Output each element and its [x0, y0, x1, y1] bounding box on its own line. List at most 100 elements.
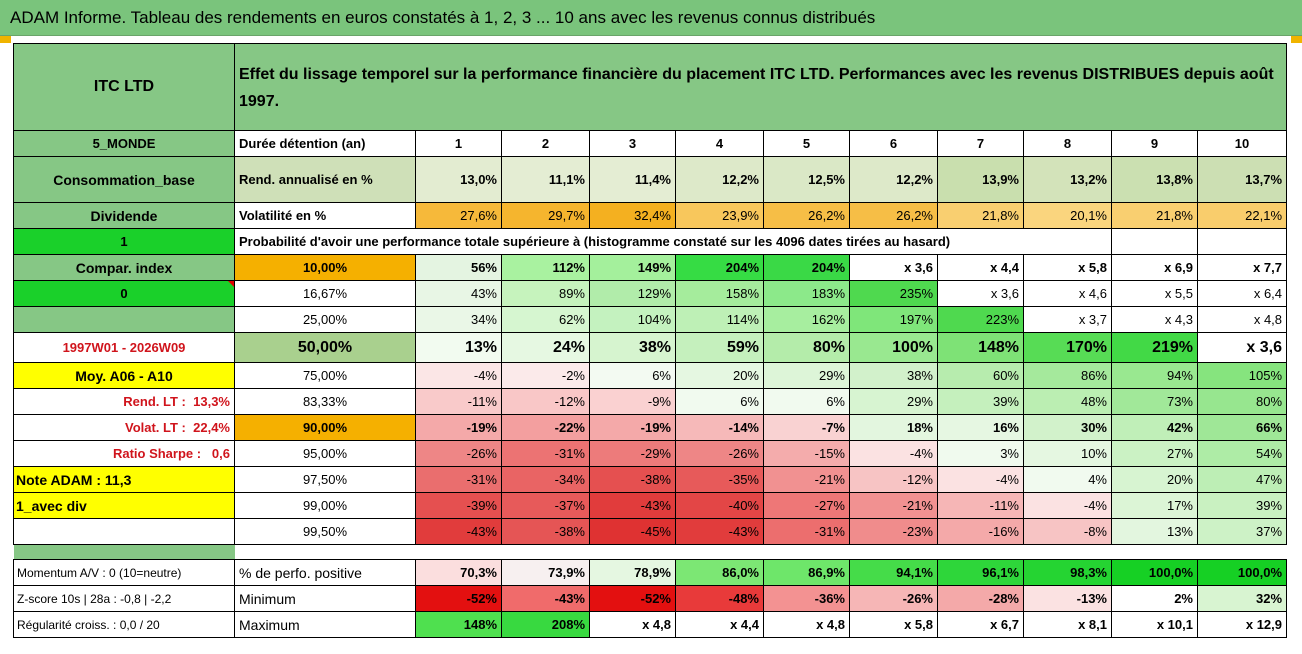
note-adam: Note ADAM : 11,3: [13, 466, 235, 493]
rend-cell: 12,2%: [675, 156, 764, 203]
rend-cell: 13,7%: [1196, 156, 1288, 203]
quantile-row: 0 16,67% 43% 89% 129% 158% 183% 235% x 3,6 x 4,6 x…: [13, 280, 1288, 307]
quantile-label: 99,50%: [234, 518, 416, 545]
quantile-value-cell: -22%: [501, 414, 590, 441]
rend-cell: 12,5%: [763, 156, 850, 203]
stat-value-cell: 100,0%: [1111, 559, 1198, 586]
quantile-value-cell: 29%: [763, 362, 850, 389]
quantile-value-cell: x 3,6: [937, 280, 1024, 307]
quantile-value-cell: -31%: [763, 518, 850, 545]
stat-row: Momentum A/V : 0 (10=neutre)% de perfo. …: [13, 559, 1288, 586]
stat-value-cell: 86,9%: [763, 559, 850, 586]
quantile-value-cell: -26%: [675, 440, 764, 467]
quantile-value-cell: x 5,8: [1023, 254, 1112, 281]
quantile-value-cell: x 3,6: [1196, 332, 1288, 363]
quantile-value-cell: -43%: [415, 518, 502, 545]
quantile-value-cell: -35%: [675, 466, 764, 493]
quantile-value-cell: -7%: [763, 414, 850, 441]
quantile-value-cell: 129%: [589, 280, 676, 307]
quantile-value-cell: 20%: [1111, 466, 1198, 493]
performance-table: ITC LTD Effet du lissage temporel sur la…: [13, 43, 1288, 638]
corner-marker-left: [0, 36, 11, 43]
quantile-value-cell: -45%: [589, 518, 676, 545]
quantile-value-cell: 105%: [1196, 362, 1288, 389]
quantile-value-cell: -38%: [501, 518, 590, 545]
stat-value-cell: 86,0%: [675, 559, 764, 586]
quantile-row: Note ADAM : 11,3 97,50% -31% -34% -38% -35% -2…: [13, 466, 1288, 493]
quantile-value-cell: 29%: [849, 388, 938, 415]
quantile-value-cell: -12%: [849, 466, 938, 493]
quantile-value-cell: -15%: [763, 440, 850, 467]
rend-cell: 12,2%: [849, 156, 938, 203]
stat-value-cell: -26%: [849, 585, 938, 612]
quantile-row: 1_avec div 99,00% -39% -37% -43% -40% -27% -21%…: [13, 492, 1288, 519]
quantile-value-cell: -21%: [763, 466, 850, 493]
quantile-value-cell: -14%: [675, 414, 764, 441]
quantile-value-cell: 80%: [763, 332, 850, 363]
quantile-row: Compar. index 10,00% 56% 112% 149% 204% 204% x …: [13, 254, 1288, 281]
quantile-row: Volat. LT : 22,4% 90,00% -19% -22% -19% -14% -…: [13, 414, 1288, 441]
quantile-value-cell: -19%: [589, 414, 676, 441]
quantile-label: 10,00%: [234, 254, 416, 281]
quantile-label: 97,50%: [234, 466, 416, 493]
vol-cell: 32,4%: [589, 202, 676, 229]
quantile-value-cell: -11%: [415, 388, 502, 415]
quantile-row: 25,00% 34% 62% 104% 114% 162% 197% 223% x 3,7 x 4…: [13, 306, 1288, 333]
stat-value-cell: 96,1%: [937, 559, 1024, 586]
quantile-value-cell: 162%: [763, 306, 850, 333]
quantile-value-cell: 112%: [501, 254, 590, 281]
vol-cell: 21,8%: [1111, 202, 1198, 229]
quantile-value-cell: 223%: [937, 306, 1024, 333]
quantile-label: 75,00%: [234, 362, 416, 389]
quantile-value-cell: 6%: [763, 388, 850, 415]
stat-value-cell: -28%: [937, 585, 1024, 612]
quantile-value-cell: 104%: [589, 306, 676, 333]
stat-value-cell: x 10,1: [1111, 611, 1198, 638]
quantile-value-cell: x 4,4: [937, 254, 1024, 281]
quantile-value-cell: 197%: [849, 306, 938, 333]
quantile-value-cell: x 7,7: [1196, 254, 1288, 281]
quantile-value-cell: 6%: [675, 388, 764, 415]
rend-cell: 13,9%: [937, 156, 1024, 203]
quantile-value-cell: -31%: [501, 440, 590, 467]
quantile-value-cell: 80%: [1196, 388, 1288, 415]
quantile-label: 83,33%: [234, 388, 416, 415]
stat-value-cell: x 12,9: [1196, 611, 1288, 638]
vol-cell: 21,8%: [937, 202, 1024, 229]
quantile-value-cell: -9%: [589, 388, 676, 415]
stat-value-cell: -48%: [675, 585, 764, 612]
quantile-value-cell: 54%: [1196, 440, 1288, 467]
rend-cell: 13,8%: [1111, 156, 1198, 203]
stat-value-cell: -52%: [589, 585, 676, 612]
stat-value-cell: -13%: [1023, 585, 1112, 612]
quantile-label: 95,00%: [234, 440, 416, 467]
stat-value-cell: 94,1%: [849, 559, 938, 586]
stat-value-cell: 32%: [1196, 585, 1288, 612]
vol-cell: 20,1%: [1023, 202, 1112, 229]
quantile-value-cell: 39%: [1196, 492, 1288, 519]
quantile-value-cell: -27%: [763, 492, 850, 519]
quantile-value-cell: x 5,5: [1111, 280, 1198, 307]
asset-name: ITC LTD: [13, 43, 235, 131]
vol-cell: 27,6%: [415, 202, 502, 229]
probability-header: Probabilité d'avoir une performance tota…: [234, 228, 1112, 255]
quantile-value-cell: 148%: [937, 332, 1024, 363]
region-label: 5_MONDE: [13, 130, 235, 157]
year-cell: 3: [589, 130, 676, 157]
quantile-value-cell: 86%: [1023, 362, 1112, 389]
quantile-value-cell: -31%: [415, 466, 502, 493]
quantile-value-cell: 48%: [1023, 388, 1112, 415]
year-cell: 2: [501, 130, 590, 157]
quantile-value-cell: -4%: [849, 440, 938, 467]
quantile-value-cell: 17%: [1111, 492, 1198, 519]
quantile-value-cell: 34%: [415, 306, 502, 333]
year-cell: 10: [1196, 130, 1288, 157]
quantile-value-cell: x 6,4: [1196, 280, 1288, 307]
vol-label: Volatilité en %: [234, 202, 416, 229]
quantile-row: Rend. LT : 13,3% 83,33% -11% -12% -9% 6% 6% 29%…: [13, 388, 1288, 415]
quantile-value-cell: 235%: [849, 280, 938, 307]
quantile-label: 16,67%: [234, 280, 416, 307]
stat-value-cell: 98,3%: [1023, 559, 1112, 586]
vol-cell: 26,2%: [763, 202, 850, 229]
quantile-value-cell: -11%: [937, 492, 1024, 519]
